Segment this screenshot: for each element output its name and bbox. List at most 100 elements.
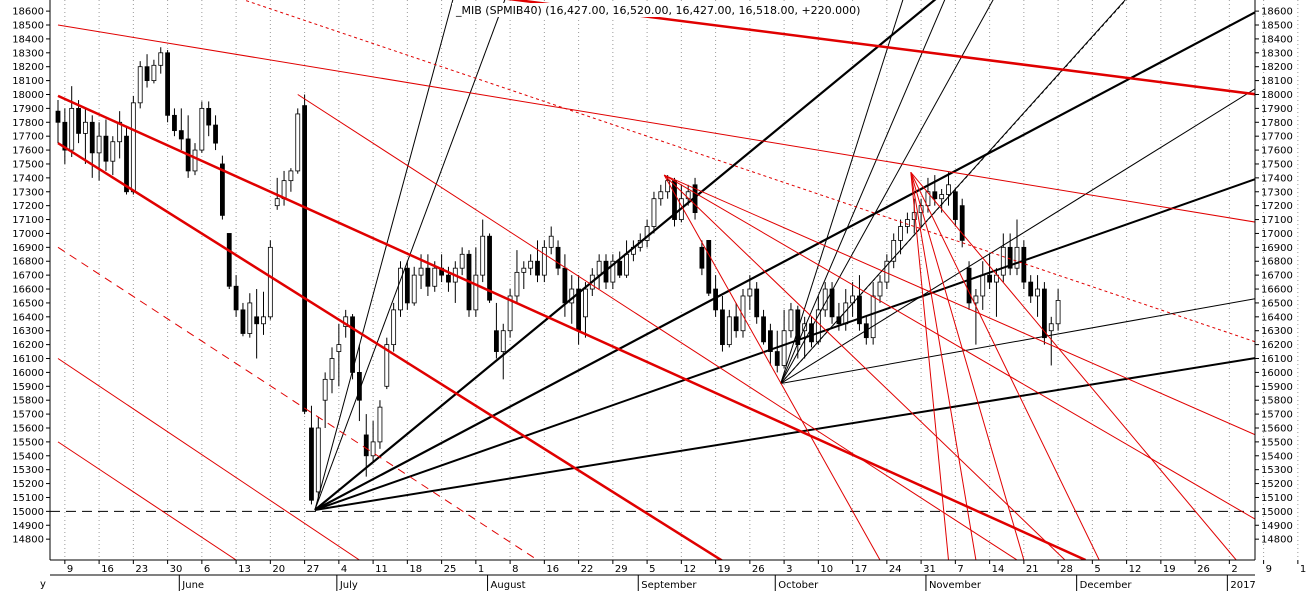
candle-up (994, 274, 999, 283)
x-month-label: June (181, 580, 204, 591)
x-day-label: 9 (1266, 564, 1272, 575)
candle-up (658, 191, 664, 200)
y-tick-label: 16400 (12, 312, 44, 323)
y-tick-label: 16900 (1261, 243, 1293, 254)
channel-line (910, 172, 977, 560)
y-axis-right: 14800 14900 15000 15100 15200 15300 15400 15500… (1255, 7, 1293, 546)
candle-down (206, 107, 212, 126)
x-day-label: 5 (1094, 564, 1100, 575)
candle-up (1048, 323, 1054, 332)
y-tick-label: 15900 (1261, 382, 1293, 393)
y-tick-label: 18600 (12, 7, 44, 18)
candle-up (973, 295, 979, 304)
x-day-label: 23 (135, 564, 148, 575)
candle-down (404, 267, 410, 304)
channel-line (57, 94, 1087, 560)
channel-line (664, 174, 1255, 436)
y-tick-label: 15600 (12, 423, 44, 434)
x-day-label: 20 (272, 564, 285, 575)
channel-line (663, 174, 1066, 560)
y-tick-label: 16300 (1261, 326, 1293, 337)
x-axis: y9 16 23 30 6 13 20 27 4 11 18 25 1 8 16 22 29 5 12 19 26 3 10… (40, 560, 1306, 591)
candle-down (144, 66, 150, 81)
y-tick-label: 17700 (1261, 132, 1293, 143)
candle-up (267, 246, 273, 318)
x-day-label: 25 (444, 564, 457, 575)
y-tick-label: 17100 (1261, 215, 1293, 226)
x-day-label: 13 (238, 564, 251, 575)
candle-up (130, 102, 136, 193)
candle-up (1055, 300, 1061, 325)
y-tick-label: 18500 (12, 21, 44, 32)
candle-up (377, 406, 383, 443)
candle-down (213, 124, 218, 144)
y-tick-label: 17600 (12, 146, 44, 157)
candle-down (555, 246, 561, 269)
fan-line (314, 178, 1255, 511)
y-tick-label: 14800 (12, 535, 44, 546)
candle-up (891, 239, 897, 262)
candle-up (877, 281, 883, 297)
channel-line (57, 441, 237, 560)
candle-up (541, 246, 547, 276)
candle-down (226, 233, 232, 287)
x-day-label: 16 (546, 564, 559, 575)
candle-up (370, 441, 376, 457)
candle-up (726, 316, 732, 346)
candle-down (425, 267, 431, 287)
candle-down (62, 121, 68, 151)
y-tick-label: 16100 (1261, 354, 1293, 365)
chart-title: _MIB (SPMIB40) (16,427.00, 16,520.00, 16… (455, 4, 860, 17)
y-tick-label: 16700 (1261, 271, 1293, 282)
candle-up (480, 235, 486, 276)
candle-up (822, 288, 828, 311)
y-tick-label: 17500 (12, 159, 44, 170)
y-tick-label: 17300 (1261, 187, 1293, 198)
fan-line (780, 88, 1255, 384)
candle-up (624, 253, 629, 276)
candle-up (96, 135, 102, 154)
y-tick-label: 15000 (12, 507, 44, 518)
y-tick-label: 15900 (12, 382, 44, 393)
channel-line (57, 358, 360, 560)
x-day-label: 8 (512, 564, 518, 575)
y-tick-label: 18100 (12, 76, 44, 87)
candle-up (274, 198, 280, 207)
x-day-label: 21 (1026, 564, 1039, 575)
candle-up (740, 295, 746, 332)
candle-up (781, 330, 787, 366)
x-month-label: October (778, 580, 819, 591)
x-day-label: 5 (649, 564, 655, 575)
candle-up (747, 288, 753, 297)
candle-up (315, 427, 321, 493)
y-tick-label: 17900 (1261, 104, 1293, 115)
candle-down (309, 427, 314, 501)
candle-up (898, 226, 903, 241)
y-tick-label: 17800 (12, 118, 44, 129)
fan-line (780, 0, 1127, 384)
candle-up (610, 260, 616, 283)
candle-up (925, 191, 931, 207)
y-tick-label: 18200 (12, 62, 44, 73)
candle-up (1035, 288, 1040, 297)
y-tick-label: 14900 (1261, 521, 1293, 532)
y-tick-label: 18000 (1261, 90, 1293, 101)
channel-line (57, 24, 1255, 223)
y-tick-label: 16400 (1261, 312, 1293, 323)
x-month-label: July (339, 580, 358, 591)
channel-line (910, 172, 1025, 560)
y-tick-label: 17200 (12, 201, 44, 212)
candle-down (966, 267, 972, 304)
candle-down (172, 114, 177, 132)
y-tick-label: 16900 (12, 243, 44, 254)
candle-down (1028, 281, 1034, 297)
y-tick-label: 18600 (1261, 7, 1293, 18)
x-day-label: 12 (683, 564, 696, 575)
candle-up (117, 121, 123, 143)
y-tick-label: 15800 (1261, 396, 1293, 407)
candle-up (946, 184, 951, 195)
fan-line (314, 0, 937, 511)
fan-line (780, 0, 904, 384)
x-day-label: 3 (786, 564, 792, 575)
x-day-label: 4 (341, 564, 347, 575)
